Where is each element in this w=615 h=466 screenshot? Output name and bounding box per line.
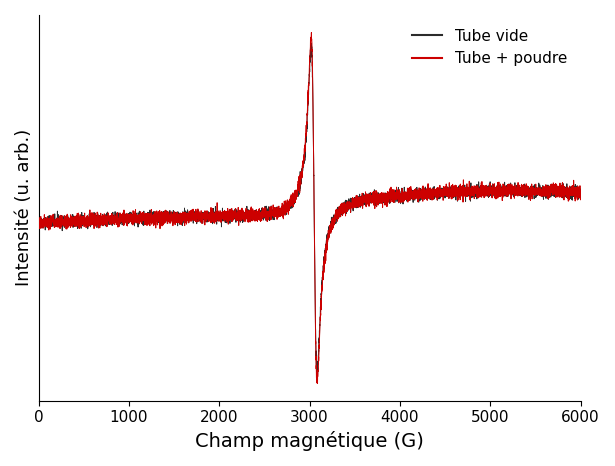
- Tube vide: [278, 205, 285, 210]
- Tube + poudre: [167, 212, 174, 218]
- X-axis label: Champ magnétique (G): Champ magnétique (G): [195, 431, 424, 451]
- Y-axis label: Intensité (u. arb.): Intensité (u. arb.): [15, 129, 33, 287]
- Tube vide: [314, 375, 321, 381]
- Tube vide: [164, 221, 171, 226]
- Tube vide: [308, 41, 315, 46]
- Legend: Tube vide, Tube + poudre: Tube vide, Tube + poudre: [406, 23, 573, 73]
- Tube + poudre: [573, 192, 580, 198]
- Line: Tube + poudre: Tube + poudre: [39, 33, 581, 383]
- Tube vide: [167, 213, 174, 219]
- Tube + poudre: [35, 217, 42, 222]
- Tube vide: [239, 212, 247, 217]
- Tube + poudre: [314, 380, 321, 386]
- Tube + poudre: [161, 216, 168, 222]
- Tube vide: [35, 220, 42, 226]
- Tube + poudre: [577, 189, 584, 194]
- Tube vide: [577, 193, 584, 199]
- Line: Tube vide: Tube vide: [39, 43, 581, 378]
- Tube + poudre: [278, 207, 285, 213]
- Tube + poudre: [308, 30, 315, 35]
- Tube + poudre: [164, 216, 171, 222]
- Tube vide: [161, 215, 168, 220]
- Tube vide: [573, 188, 580, 194]
- Tube + poudre: [239, 207, 247, 213]
